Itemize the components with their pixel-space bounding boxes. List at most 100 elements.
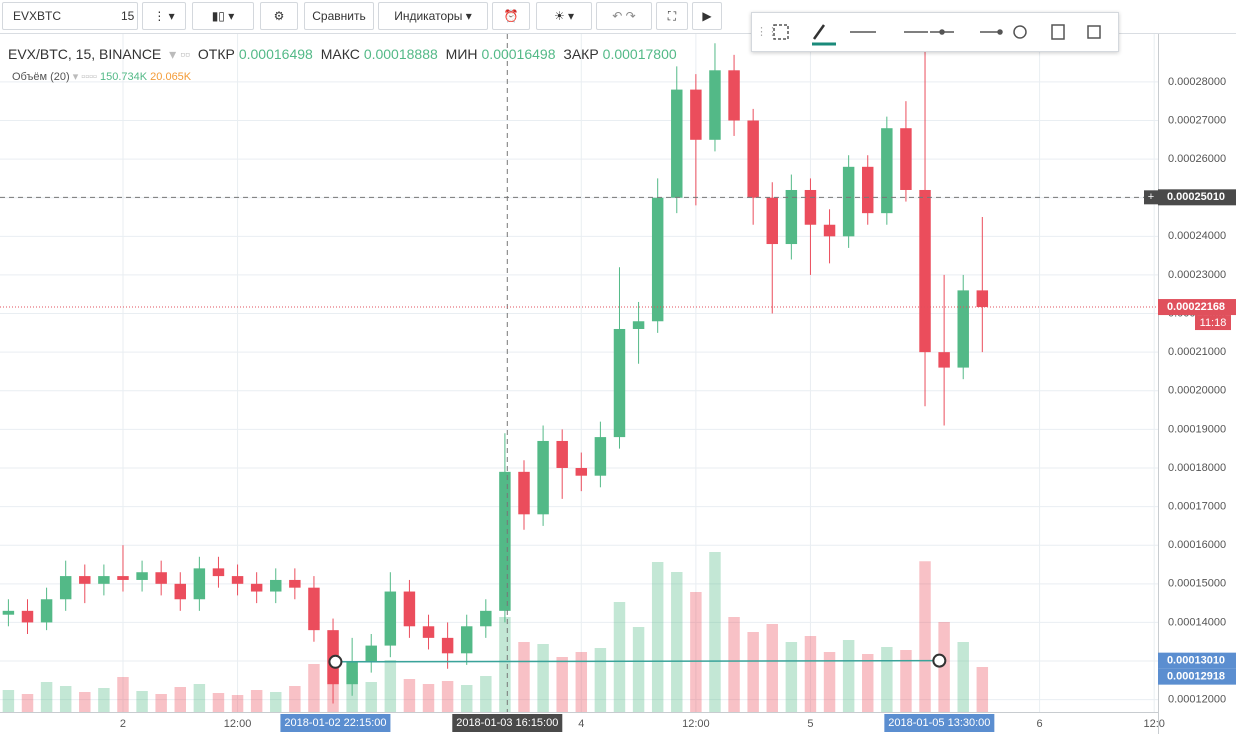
candle-body xyxy=(632,321,645,329)
y-tick-label: 0.00019000 xyxy=(1168,423,1226,435)
volume-bar xyxy=(250,690,263,712)
drawing-tools: ⋮⋮ xyxy=(756,24,1101,46)
interval-menu[interactable]: ⋮ ▾ xyxy=(142,2,186,30)
candle-body xyxy=(499,471,511,611)
candle-body xyxy=(289,579,301,588)
svg-text:⋮⋮: ⋮⋮ xyxy=(756,26,778,38)
trend-handle xyxy=(328,654,343,669)
price-label-bg xyxy=(1158,299,1236,316)
compare: Сравнить xyxy=(312,9,366,23)
volume-bar xyxy=(747,632,759,712)
volume-bar xyxy=(40,682,53,712)
x-tick-label: 2 xyxy=(120,718,126,730)
candle-body xyxy=(651,197,664,322)
volume-bar xyxy=(976,667,989,712)
compare-button[interactable]: Сравнить xyxy=(304,2,374,30)
volume-bar xyxy=(117,677,129,712)
candle-body xyxy=(98,576,110,584)
y-tick-label: 0.00020000 xyxy=(1168,385,1226,397)
candle-body xyxy=(212,568,225,577)
candle-body xyxy=(270,579,282,592)
volume-bar xyxy=(862,654,874,712)
crosshair-plus-sign: + xyxy=(1148,191,1154,203)
candle-body xyxy=(690,89,702,140)
volume-bar xyxy=(193,684,206,712)
candle-body xyxy=(193,568,206,600)
symbol: EVXBTC xyxy=(13,9,62,23)
trend-line xyxy=(335,659,940,663)
trend-handle xyxy=(932,653,947,668)
axis-bg xyxy=(1158,34,1236,734)
low-value: 0.00016498 xyxy=(481,46,556,62)
candle-body xyxy=(957,290,969,368)
candle-body xyxy=(403,591,416,627)
close-value: 0.00017800 xyxy=(602,46,677,62)
volume-bar xyxy=(651,562,664,712)
replay[interactable]: ☀ ▾ xyxy=(536,2,592,30)
countdown: 11:18 xyxy=(1200,317,1227,329)
volume-bar xyxy=(842,640,855,712)
volume-title: Объём (20) xyxy=(12,71,70,83)
y-tick-label: 0.00026000 xyxy=(1168,153,1226,165)
candle-body xyxy=(136,572,148,580)
volume-bar xyxy=(671,572,683,712)
x-tick-label: 5 xyxy=(807,718,813,730)
candle-body xyxy=(842,166,855,237)
volume-bar xyxy=(136,691,148,712)
open-value: 0.00016498 xyxy=(238,46,313,62)
play[interactable]: ▶ xyxy=(692,2,722,30)
chart-style[interactable]: ▮▯ ▾ xyxy=(192,2,254,30)
open-label: ОТКР xyxy=(197,46,235,62)
undo-redo[interactable]: ↶ ↷ xyxy=(596,2,652,30)
candle-body xyxy=(250,583,263,592)
volume-bar xyxy=(594,648,607,712)
y-tick-label: 0.00018000 xyxy=(1168,462,1226,474)
candle-body xyxy=(613,328,626,438)
volume-bar xyxy=(938,622,950,712)
x-marker-label: 2018-01-05 13:30:00 xyxy=(888,717,990,729)
candle-body xyxy=(308,587,320,631)
candle-body xyxy=(823,224,836,237)
candle-body xyxy=(441,637,454,654)
candle-body xyxy=(804,189,817,225)
candle-body xyxy=(747,120,759,198)
volume-bar xyxy=(480,676,492,712)
volume-bar xyxy=(365,682,377,712)
volume-bar xyxy=(823,652,836,712)
volume-bar xyxy=(632,627,645,712)
volume-bar xyxy=(231,695,244,712)
y-tick-label: 0.00021000 xyxy=(1168,346,1226,358)
volume-bar xyxy=(613,602,626,712)
price-label-bg xyxy=(1158,668,1236,685)
candle-body xyxy=(881,128,893,214)
volume-value: 150.734K xyxy=(99,71,148,83)
y-tick-label: 0.00014000 xyxy=(1168,616,1226,628)
symbol-input[interactable]: EVXBTC 15 xyxy=(2,2,138,30)
volume-bar xyxy=(709,552,721,712)
y-tick-label: 0.00016000 xyxy=(1168,539,1226,551)
low-label: МИН xyxy=(445,46,478,62)
countdown-bg xyxy=(1195,315,1231,331)
candle-body xyxy=(346,661,358,685)
fullscreen[interactable]: ⛶ xyxy=(656,2,688,30)
y-tick-label: 0.00012000 xyxy=(1168,694,1226,706)
x-marker-bg xyxy=(884,714,995,732)
candle-body xyxy=(40,599,53,623)
candle-body xyxy=(21,610,34,623)
candle-body xyxy=(900,128,912,190)
x-tick-label: 12:00 xyxy=(682,718,710,730)
volume-bar xyxy=(59,686,72,712)
alert[interactable]: ⏰ xyxy=(492,2,530,30)
x-marker-label: 2018-01-03 16:15:00 xyxy=(456,717,558,729)
candle-body xyxy=(117,576,129,580)
indicators-button[interactable]: Индикаторы ▾ xyxy=(378,2,488,30)
volume-bar xyxy=(690,592,702,712)
settings[interactable]: ⚙ xyxy=(260,2,298,30)
volume-bar xyxy=(21,694,34,712)
candle-body xyxy=(709,70,721,140)
volume-bar xyxy=(575,652,588,712)
price-label: 0.00012918 xyxy=(1167,671,1225,683)
candle-body xyxy=(174,583,186,600)
volume-bar xyxy=(270,692,282,712)
